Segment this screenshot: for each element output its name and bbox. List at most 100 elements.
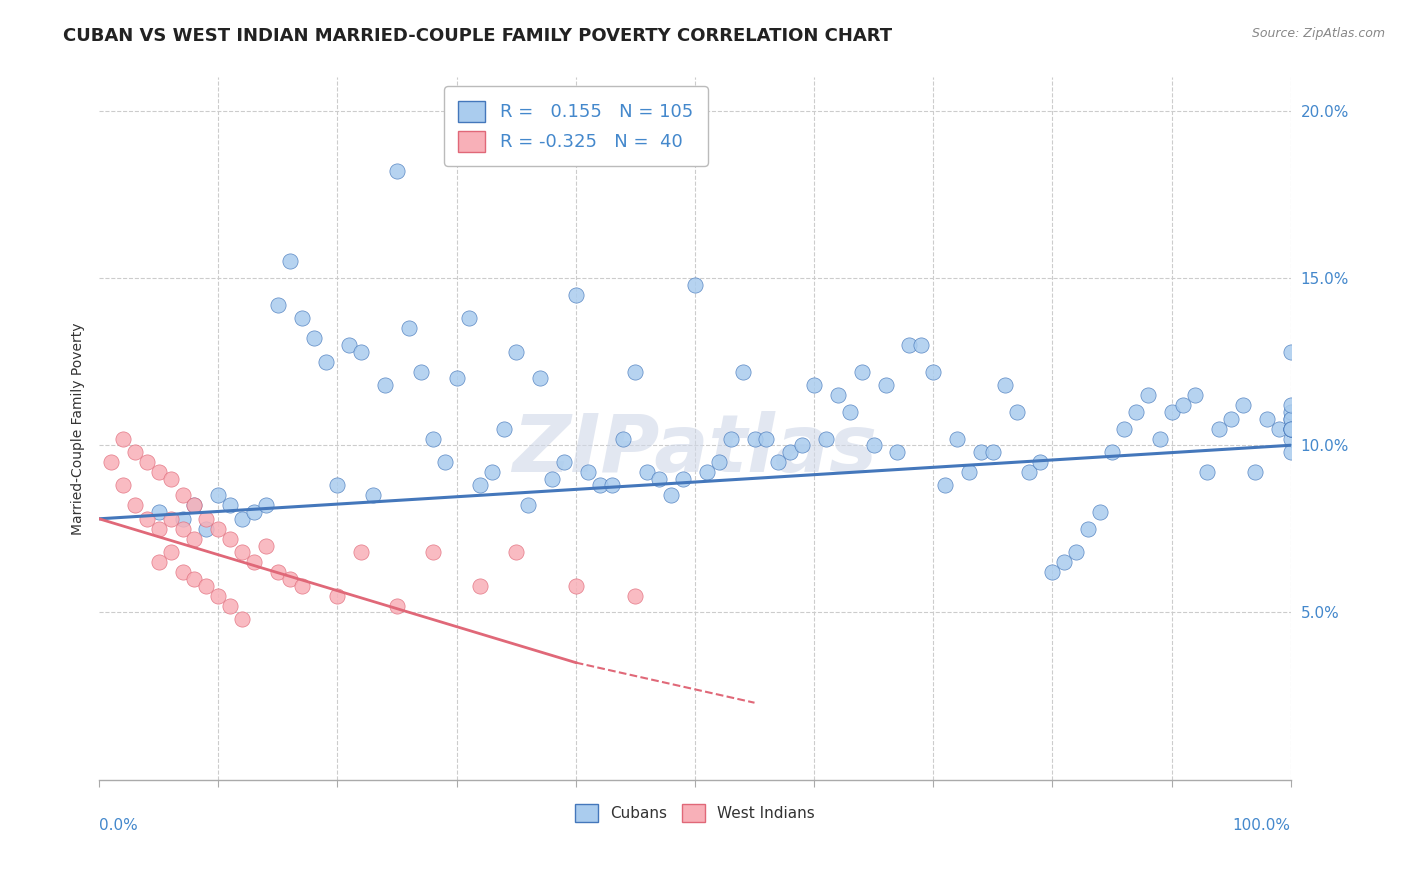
Point bbox=[1101, 445, 1123, 459]
Text: Source: ZipAtlas.com: Source: ZipAtlas.com bbox=[1251, 27, 1385, 40]
Point bbox=[124, 499, 146, 513]
Point bbox=[361, 488, 384, 502]
Point bbox=[183, 499, 205, 513]
Point bbox=[659, 488, 682, 502]
Point bbox=[1112, 421, 1135, 435]
Point bbox=[898, 338, 921, 352]
Point bbox=[326, 589, 349, 603]
Point bbox=[624, 589, 647, 603]
Point bbox=[1136, 388, 1159, 402]
Point bbox=[219, 499, 242, 513]
Point bbox=[981, 445, 1004, 459]
Point bbox=[231, 612, 253, 626]
Point bbox=[148, 505, 170, 519]
Point bbox=[553, 455, 575, 469]
Text: CUBAN VS WEST INDIAN MARRIED-COUPLE FAMILY POVERTY CORRELATION CHART: CUBAN VS WEST INDIAN MARRIED-COUPLE FAMI… bbox=[63, 27, 893, 45]
Point bbox=[683, 277, 706, 292]
Point bbox=[207, 522, 229, 536]
Point bbox=[148, 465, 170, 479]
Point bbox=[886, 445, 908, 459]
Point bbox=[565, 579, 588, 593]
Point bbox=[588, 478, 610, 492]
Point bbox=[254, 539, 277, 553]
Text: 0.0%: 0.0% bbox=[100, 818, 138, 833]
Point bbox=[267, 298, 290, 312]
Point bbox=[302, 331, 325, 345]
Point bbox=[172, 522, 194, 536]
Point bbox=[624, 365, 647, 379]
Point bbox=[768, 455, 790, 469]
Point bbox=[1244, 465, 1267, 479]
Point bbox=[195, 522, 218, 536]
Point bbox=[183, 499, 205, 513]
Point bbox=[219, 532, 242, 546]
Point bbox=[207, 488, 229, 502]
Point bbox=[541, 472, 564, 486]
Point bbox=[827, 388, 849, 402]
Point bbox=[612, 432, 634, 446]
Point bbox=[219, 599, 242, 613]
Point bbox=[1077, 522, 1099, 536]
Point bbox=[111, 478, 134, 492]
Point bbox=[148, 522, 170, 536]
Point bbox=[946, 432, 969, 446]
Point bbox=[838, 405, 860, 419]
Point bbox=[315, 354, 337, 368]
Point bbox=[1279, 411, 1302, 425]
Point bbox=[1125, 405, 1147, 419]
Point bbox=[1173, 398, 1195, 412]
Point bbox=[517, 499, 540, 513]
Text: ZIPatlas: ZIPatlas bbox=[512, 410, 877, 489]
Point bbox=[207, 589, 229, 603]
Point bbox=[1279, 398, 1302, 412]
Point bbox=[505, 545, 527, 559]
Point bbox=[172, 512, 194, 526]
Point bbox=[267, 566, 290, 580]
Point bbox=[1029, 455, 1052, 469]
Point bbox=[111, 432, 134, 446]
Point bbox=[600, 478, 623, 492]
Point bbox=[1279, 411, 1302, 425]
Point bbox=[433, 455, 456, 469]
Point bbox=[159, 512, 181, 526]
Point bbox=[1005, 405, 1028, 419]
Point bbox=[195, 579, 218, 593]
Point bbox=[278, 572, 301, 586]
Point bbox=[803, 378, 825, 392]
Point bbox=[172, 488, 194, 502]
Point bbox=[231, 512, 253, 526]
Point bbox=[195, 512, 218, 526]
Point bbox=[1232, 398, 1254, 412]
Point bbox=[731, 365, 754, 379]
Point bbox=[374, 378, 396, 392]
Point bbox=[779, 445, 801, 459]
Point bbox=[422, 545, 444, 559]
Point bbox=[934, 478, 956, 492]
Point bbox=[875, 378, 897, 392]
Point bbox=[696, 465, 718, 479]
Point bbox=[135, 455, 157, 469]
Point bbox=[1149, 432, 1171, 446]
Point bbox=[636, 465, 658, 479]
Point bbox=[529, 371, 551, 385]
Point bbox=[148, 555, 170, 569]
Point bbox=[231, 545, 253, 559]
Point bbox=[385, 164, 408, 178]
Point bbox=[720, 432, 742, 446]
Point bbox=[470, 579, 492, 593]
Point bbox=[350, 545, 373, 559]
Point bbox=[792, 438, 814, 452]
Point bbox=[576, 465, 599, 479]
Point bbox=[457, 311, 479, 326]
Point bbox=[124, 445, 146, 459]
Point bbox=[994, 378, 1017, 392]
Point bbox=[1279, 432, 1302, 446]
Point bbox=[278, 254, 301, 268]
Point bbox=[1018, 465, 1040, 479]
Point bbox=[470, 478, 492, 492]
Point bbox=[398, 321, 420, 335]
Point bbox=[350, 344, 373, 359]
Point bbox=[1197, 465, 1219, 479]
Point bbox=[672, 472, 695, 486]
Point bbox=[1184, 388, 1206, 402]
